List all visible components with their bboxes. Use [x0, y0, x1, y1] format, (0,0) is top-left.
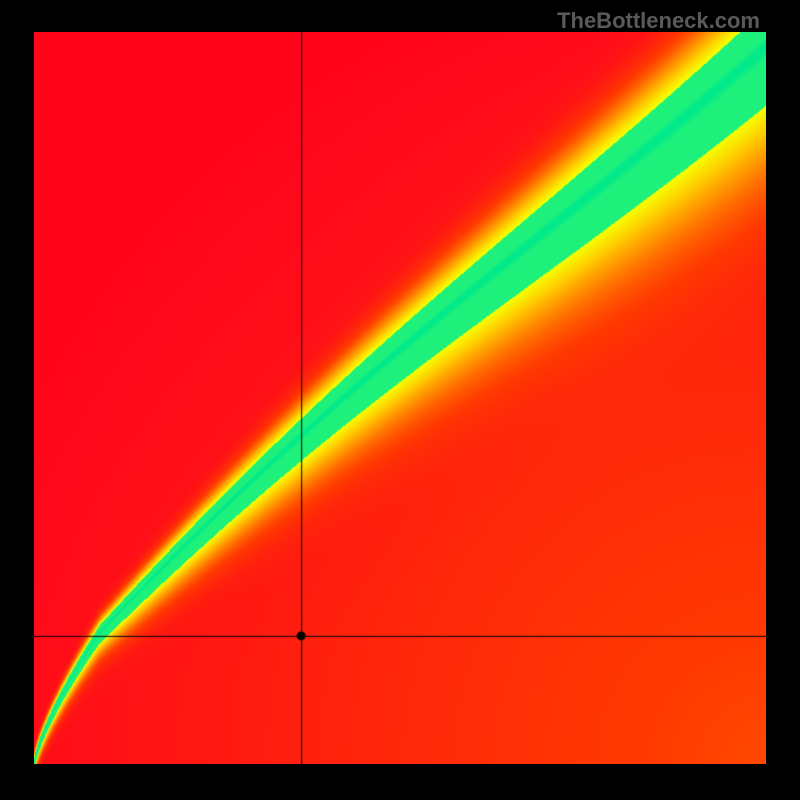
figure-container: TheBottleneck.com [0, 0, 800, 800]
plot-area [34, 32, 766, 764]
watermark-text: TheBottleneck.com [557, 8, 760, 34]
heatmap-canvas [34, 32, 766, 764]
